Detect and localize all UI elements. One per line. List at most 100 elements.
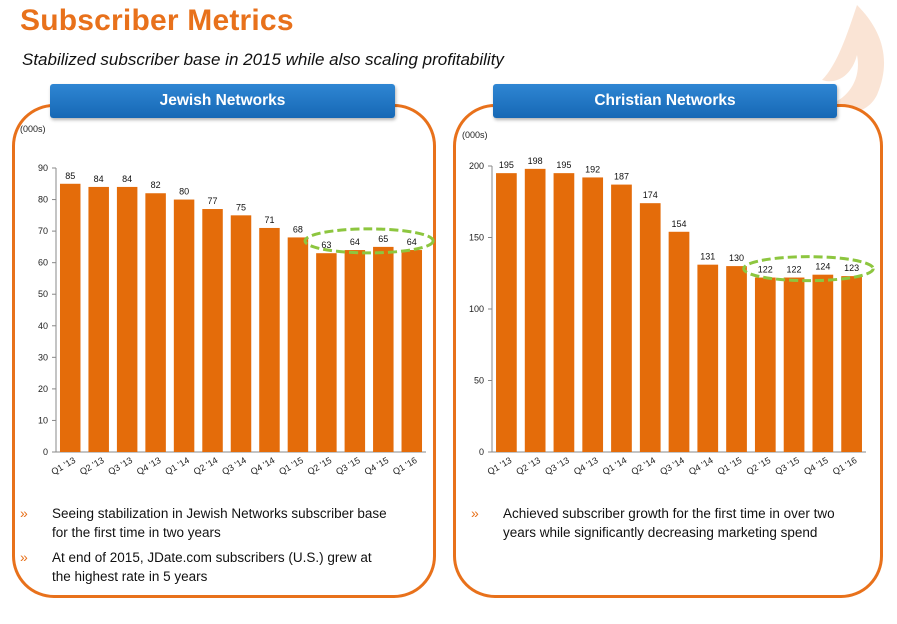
category-label: Q2 '14 (192, 455, 220, 477)
bar-value-label: 82 (151, 180, 161, 190)
bar-value-label: 65 (378, 234, 388, 244)
bar (812, 274, 834, 452)
christian-networks-panel (453, 104, 883, 598)
bar-value-label: 75 (236, 202, 246, 212)
bullet-item: » Seeing stabilization in Jewish Network… (20, 504, 390, 542)
bar-value-label: 63 (321, 240, 331, 250)
bar (287, 237, 309, 452)
bar (697, 264, 719, 452)
category-label: Q1 '16 (391, 455, 419, 477)
y-tick-label: 50 (474, 376, 484, 386)
y-tick-label: 50 (38, 289, 48, 299)
bar (116, 186, 138, 452)
y-tick-label: 100 (469, 304, 484, 314)
bar (582, 177, 604, 452)
bar-value-label: 195 (556, 160, 571, 170)
bar (754, 277, 776, 452)
category-label: Q3 '14 (220, 455, 248, 477)
bar-value-label: 122 (787, 265, 802, 275)
bar-value-label: 64 (407, 237, 417, 247)
y-tick-label: 10 (38, 415, 48, 425)
jewish-networks-panel (12, 104, 436, 598)
bar-value-label: 124 (815, 262, 830, 272)
y-unit-label: (000s) (20, 124, 46, 134)
category-label: Q1 '14 (601, 455, 629, 477)
category-label: Q2 '13 (514, 455, 542, 477)
bar-value-label: 174 (643, 190, 658, 200)
category-label: Q1 '13 (49, 455, 77, 477)
bar (344, 250, 366, 452)
y-tick-label: 30 (38, 352, 48, 362)
bar (145, 193, 166, 452)
category-label: Q2 '14 (629, 455, 657, 477)
y-unit-label: (000s) (462, 130, 488, 140)
bar (88, 186, 109, 452)
bar-value-label: 198 (528, 156, 543, 166)
bar-value-label: 84 (122, 174, 132, 184)
jewish-subscribers-chart: (000s) 0 10 20 30 40 50 60 70 80 90 85 Q1 '13 84 Q2 '1… (20, 124, 435, 477)
category-label: Q1 '14 (163, 455, 191, 477)
bar-value-label: 131 (700, 252, 715, 262)
category-label: Q3 '13 (106, 455, 134, 477)
y-tick-label: 70 (38, 226, 48, 236)
bar (553, 173, 575, 452)
bar (841, 276, 862, 452)
y-tick-label: 0 (43, 447, 48, 457)
bullet-marker-icon: » (471, 505, 479, 521)
bar-value-label: 77 (208, 196, 218, 206)
category-label: Q1 '15 (716, 455, 744, 477)
bar-value-label: 192 (585, 164, 600, 174)
flame-logo-decoration (822, 5, 885, 113)
christian-bullet-list: » Achieved subscriber growth for the fir… (471, 504, 856, 548)
y-tick-label: 0 (479, 447, 484, 457)
category-label: Q3 '15 (773, 455, 801, 477)
bar (373, 246, 394, 452)
bar-value-label: 187 (614, 172, 629, 182)
bar-value-label: 130 (729, 253, 744, 263)
category-label: Q4 '15 (363, 455, 391, 477)
bar (230, 215, 252, 452)
category-label: Q4 '14 (249, 455, 277, 477)
highlight-ellipse (742, 255, 875, 283)
bar-value-label: 71 (264, 215, 274, 225)
page-subtitle: Stabilized subscriber base in 2015 while… (22, 50, 504, 69)
bullet-text: Seeing stabilization in Jewish Networks … (52, 506, 387, 540)
category-label: Q2 '15 (745, 455, 773, 477)
category-label: Q1 '13 (486, 455, 514, 477)
bar (726, 266, 747, 452)
bullet-marker-icon: » (20, 549, 28, 565)
bullet-item: » At end of 2015, JDate.com subscribers … (20, 548, 390, 586)
bar (173, 199, 195, 452)
bar (259, 227, 280, 452)
bullet-text: Achieved subscriber growth for the first… (503, 506, 835, 540)
page-title: Subscriber Metrics (20, 4, 294, 37)
bar-value-label: 85 (65, 171, 75, 181)
bar (668, 231, 690, 452)
christian-subscribers-chart: (000s) 0 50 100 150 200 195 Q1 '13 198 Q2 '13 195 Q… (462, 130, 875, 477)
bar (783, 277, 805, 452)
category-label: Q4 '13 (135, 455, 163, 477)
bar (524, 168, 546, 453)
bar (639, 203, 661, 452)
category-label: Q3 '13 (543, 455, 571, 477)
category-label: Q3 '15 (334, 455, 362, 477)
bar (496, 173, 517, 452)
bar (401, 250, 423, 452)
bullet-marker-icon: » (20, 505, 28, 521)
bar-value-label: 195 (499, 160, 514, 170)
y-tick-label: 150 (469, 233, 484, 243)
y-tick-label: 80 (38, 195, 48, 205)
category-label: Q2 '13 (78, 455, 106, 477)
category-label: Q4 '14 (687, 455, 715, 477)
jewish-networks-header: Jewish Networks (50, 84, 395, 118)
bar (316, 253, 337, 452)
bar-value-label: 80 (179, 187, 189, 197)
category-label: Q4 '15 (802, 455, 830, 477)
highlight-ellipse (303, 227, 435, 255)
category-label: Q1 '16 (831, 455, 859, 477)
bar-value-label: 123 (844, 263, 859, 273)
bullet-item: » Achieved subscriber growth for the fir… (471, 504, 856, 542)
bar (59, 183, 81, 452)
bar-value-label: 154 (671, 219, 686, 229)
bar (202, 209, 223, 452)
